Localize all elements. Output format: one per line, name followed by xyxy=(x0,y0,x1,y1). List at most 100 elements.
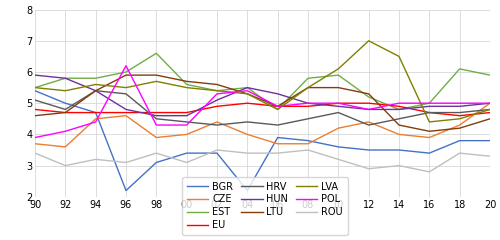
CZE xyxy=(123,114,129,117)
LVA xyxy=(396,55,402,58)
EU xyxy=(336,102,342,105)
EST xyxy=(32,86,38,89)
EST xyxy=(274,108,280,111)
HRV xyxy=(366,124,372,126)
BGR xyxy=(456,139,462,142)
LVA xyxy=(366,39,372,42)
Line: HRV: HRV xyxy=(35,91,490,125)
BGR xyxy=(92,111,98,114)
BGR xyxy=(426,152,432,155)
EU xyxy=(426,111,432,114)
BGR xyxy=(32,89,38,92)
POL xyxy=(154,124,160,126)
HRV xyxy=(244,120,250,123)
Line: BGR: BGR xyxy=(35,91,490,191)
POL xyxy=(92,120,98,123)
CZE xyxy=(92,117,98,120)
LVA xyxy=(487,108,493,111)
HRV xyxy=(62,108,68,111)
Line: LTU: LTU xyxy=(35,75,490,131)
HRV xyxy=(92,89,98,92)
POL xyxy=(123,64,129,67)
LTU xyxy=(154,74,160,77)
HRV xyxy=(456,111,462,114)
Line: LVA: LVA xyxy=(35,41,490,122)
POL xyxy=(305,102,311,105)
BGR xyxy=(123,189,129,192)
CZE xyxy=(32,142,38,145)
EST xyxy=(184,83,190,86)
HUN xyxy=(154,114,160,117)
ROU xyxy=(305,149,311,151)
HUN xyxy=(426,105,432,108)
ROU xyxy=(184,161,190,164)
LTU xyxy=(244,92,250,95)
EU xyxy=(244,102,250,105)
LVA xyxy=(305,86,311,89)
Line: HUN: HUN xyxy=(35,75,490,116)
EU xyxy=(274,105,280,108)
POL xyxy=(336,102,342,105)
POL xyxy=(214,92,220,95)
EST xyxy=(305,77,311,80)
EU xyxy=(154,111,160,114)
CZE xyxy=(214,120,220,123)
EST xyxy=(244,86,250,89)
POL xyxy=(62,130,68,133)
POL xyxy=(184,124,190,126)
Line: EU: EU xyxy=(35,103,490,116)
EST xyxy=(154,52,160,55)
HUN xyxy=(305,102,311,105)
ROU xyxy=(336,158,342,161)
Line: EST: EST xyxy=(35,53,490,109)
ROU xyxy=(154,152,160,155)
POL xyxy=(487,102,493,105)
CZE xyxy=(62,145,68,148)
EU xyxy=(32,108,38,111)
EST xyxy=(487,74,493,77)
LTU xyxy=(336,86,342,89)
CZE xyxy=(487,102,493,105)
LVA xyxy=(184,86,190,89)
EU xyxy=(487,111,493,114)
BGR xyxy=(396,149,402,151)
LVA xyxy=(426,120,432,123)
HUN xyxy=(336,105,342,108)
EU xyxy=(62,111,68,114)
ROU xyxy=(92,158,98,161)
LTU xyxy=(32,114,38,117)
POL xyxy=(244,89,250,92)
ROU xyxy=(487,155,493,158)
EST xyxy=(426,102,432,105)
HUN xyxy=(244,86,250,89)
ROU xyxy=(396,164,402,167)
EU xyxy=(456,114,462,117)
LTU xyxy=(214,83,220,86)
BGR xyxy=(184,152,190,155)
LTU xyxy=(456,127,462,130)
HUN xyxy=(456,105,462,108)
BGR xyxy=(62,102,68,105)
BGR xyxy=(366,149,372,151)
LTU xyxy=(487,117,493,120)
CZE xyxy=(366,120,372,123)
CZE xyxy=(336,127,342,130)
LTU xyxy=(396,124,402,126)
CZE xyxy=(244,133,250,136)
BGR xyxy=(244,189,250,192)
LVA xyxy=(274,108,280,111)
CZE xyxy=(426,136,432,139)
ROU xyxy=(426,170,432,173)
LTU xyxy=(184,80,190,83)
BGR xyxy=(487,139,493,142)
LTU xyxy=(62,111,68,114)
EU xyxy=(396,105,402,108)
ROU xyxy=(62,164,68,167)
LVA xyxy=(244,92,250,95)
LVA xyxy=(214,89,220,92)
LTU xyxy=(305,86,311,89)
HRV xyxy=(214,124,220,126)
HUN xyxy=(32,74,38,77)
ROU xyxy=(366,167,372,170)
LVA xyxy=(336,67,342,70)
